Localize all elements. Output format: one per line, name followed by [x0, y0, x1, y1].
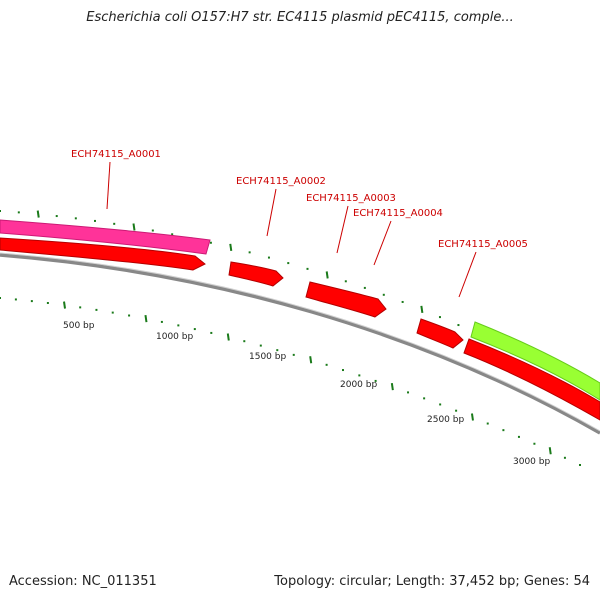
gene-leader-line [336, 205, 349, 254]
gene-arrow[interactable] [228, 261, 284, 287]
gene-arrow[interactable] [463, 338, 600, 421]
major-tick [63, 301, 66, 309]
tick-label: 1000 bp [156, 332, 193, 342]
gene-leader-line [373, 220, 392, 266]
gene-label[interactable]: ECH74115_A0004 [353, 208, 443, 219]
tick-labels: 500 bp 1000 bp 1500 bp 2000 bp 2500 bp 3000 b… [63, 321, 550, 467]
major-tick [390, 382, 394, 391]
backbone-arc [0, 253, 600, 435]
tick-label: 500 bp [63, 321, 95, 331]
gene-arrow[interactable] [0, 237, 206, 271]
pink-feature[interactable] [0, 219, 211, 255]
tick-label: 1500 bp [249, 352, 286, 362]
major-tick [548, 447, 552, 455]
gene-label[interactable]: ECH74115_A0003 [306, 193, 396, 204]
accession-text: Accession: NC_011351 [9, 574, 157, 589]
major-tick [309, 356, 313, 364]
gene-label[interactable]: ECH74115_A0005 [438, 239, 528, 250]
backbone-arc-highlight [0, 252, 600, 432]
major-tick [325, 271, 329, 279]
green-feature[interactable] [470, 321, 600, 401]
major-tick [132, 223, 136, 231]
inner-tick-ring [0, 297, 581, 466]
tick-label: 2500 bp [427, 415, 464, 425]
map-title: Escherichia coli O157:H7 str. EC4115 pla… [86, 10, 514, 25]
major-tick [420, 305, 424, 314]
gene-leader-line [106, 161, 111, 210]
gene-arrow[interactable] [416, 318, 464, 349]
gene-arrow[interactable] [305, 281, 387, 318]
gene-label[interactable]: ECH74115_A0002 [236, 176, 326, 187]
gene-labels: ECH74115_A0001 ECH74115_A0002 ECH74115_A00… [71, 149, 528, 298]
gene-leader-line [458, 251, 477, 298]
major-tick [226, 333, 230, 341]
gene-label[interactable]: ECH74115_A0001 [71, 149, 161, 160]
feature-tracks [0, 219, 600, 435]
topology-stats: Topology: circular; Length: 37,452 bp; G… [274, 574, 590, 589]
major-tick [144, 314, 148, 323]
tick-label: 3000 bp [513, 457, 550, 467]
major-tick [229, 243, 233, 252]
major-tick [36, 210, 40, 218]
tick-label: 2000 bp [340, 380, 377, 390]
major-tick [470, 413, 474, 421]
gene-leader-line [266, 188, 277, 237]
